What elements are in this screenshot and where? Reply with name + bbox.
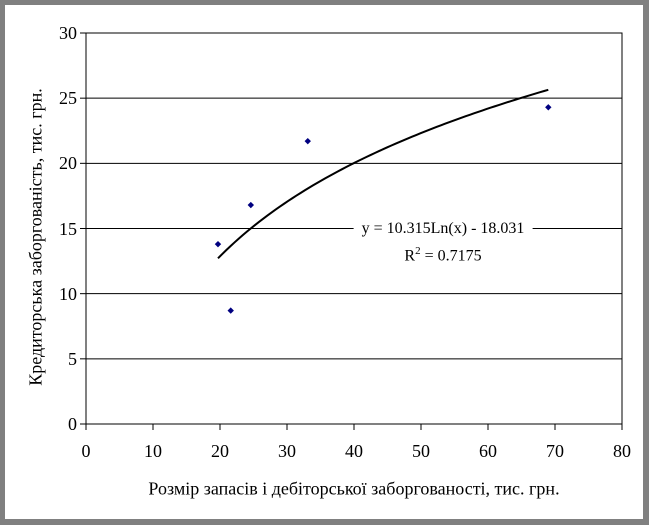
x-axis-tick-label: 0	[81, 441, 91, 461]
trendline-curve	[217, 88, 549, 259]
y-axis-tick-label: 0	[68, 414, 77, 434]
x-axis-tick-label: 80	[613, 441, 631, 461]
x-axis-tick-label: 40	[345, 441, 363, 461]
x-axis-tick-label: 70	[546, 441, 564, 461]
y-axis-tick-label: 25	[59, 88, 77, 109]
r-squared-base: R	[404, 247, 416, 265]
data-point	[247, 201, 255, 209]
data-point	[227, 307, 234, 314]
r-squared-exponent: 2	[415, 245, 421, 257]
trendline-label: y = 10.315Ln(x) - 18.031 R2 = 0.7175	[353, 217, 533, 268]
plot-area	[80, 32, 623, 430]
r-squared-text: R2 = 0.7175	[362, 240, 525, 267]
y-axis-tick-label: 5	[68, 348, 77, 369]
y-axis-tick-label: 20	[59, 153, 77, 174]
y-axis-tick-label: 30	[59, 23, 77, 43]
r-squared-value: = 0.7175	[420, 247, 482, 265]
x-axis-tick-label: 60	[479, 441, 497, 461]
x-axis-tick-label: 50	[412, 441, 430, 461]
x-axis-tick-label: 30	[278, 441, 296, 461]
x-axis-tick-label: 10	[144, 441, 162, 461]
trendline-equation: y = 10.315Ln(x) - 18.031	[361, 220, 525, 237]
x-axis-title: Розмір запасів і дебіторської заборгован…	[148, 478, 560, 499]
y-axis-tick-label: 10	[59, 283, 77, 304]
x-axis-tick-label: 20	[211, 441, 229, 461]
data-point	[214, 240, 222, 248]
y-axis-tick-label: 15	[59, 218, 77, 239]
data-point	[545, 104, 552, 111]
data-point	[304, 137, 311, 145]
